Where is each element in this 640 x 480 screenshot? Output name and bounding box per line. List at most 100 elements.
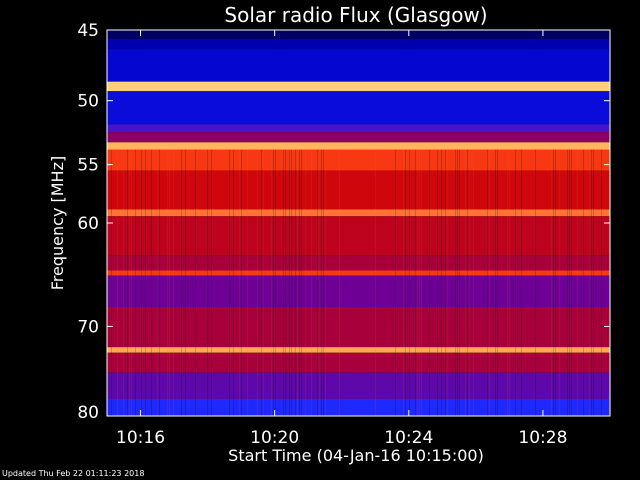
texture-stripe bbox=[521, 149, 522, 416]
texture-stripe bbox=[421, 149, 422, 416]
texture-stripe bbox=[185, 149, 186, 416]
texture-stripe bbox=[509, 149, 510, 416]
frequency-band bbox=[107, 372, 610, 400]
texture-stripe bbox=[325, 149, 326, 416]
texture-stripe bbox=[571, 149, 572, 416]
texture-stripe bbox=[467, 149, 468, 416]
frequency-band bbox=[107, 216, 610, 256]
texture-stripe bbox=[291, 149, 292, 416]
texture-stripe bbox=[569, 149, 570, 416]
texture-stripe bbox=[457, 149, 458, 416]
y-axis-label: Frequency [MHz] bbox=[48, 156, 67, 290]
texture-stripe bbox=[339, 149, 340, 416]
texture-stripe bbox=[207, 149, 208, 416]
texture-stripe bbox=[419, 149, 420, 416]
texture-stripe bbox=[583, 149, 584, 416]
texture-stripe bbox=[417, 149, 418, 416]
texture-stripe bbox=[131, 149, 132, 416]
texture-stripe bbox=[455, 149, 456, 416]
frequency-band bbox=[107, 209, 610, 217]
texture-stripe bbox=[301, 149, 302, 416]
y-tick-label: 60 bbox=[77, 214, 99, 234]
x-axis-label: Start Time (04-Jan-16 10:15:00) bbox=[228, 446, 484, 465]
texture-stripe bbox=[305, 149, 306, 416]
texture-stripe bbox=[297, 149, 298, 416]
texture-stripe bbox=[601, 149, 602, 416]
texture-stripe bbox=[289, 149, 290, 416]
frequency-band bbox=[107, 306, 610, 348]
plot-area bbox=[107, 30, 610, 416]
texture-stripe bbox=[489, 149, 490, 416]
frequency-band bbox=[107, 38, 610, 50]
texture-stripe bbox=[127, 149, 128, 416]
texture-stripe bbox=[553, 149, 554, 416]
frequency-band bbox=[107, 149, 610, 171]
texture-stripe bbox=[233, 149, 234, 416]
texture-stripe bbox=[135, 149, 136, 416]
texture-stripe bbox=[261, 149, 262, 416]
y-axis: 45 50 55 60 70 80 bbox=[77, 21, 610, 423]
texture-stripe bbox=[145, 149, 146, 416]
texture-stripe bbox=[295, 149, 296, 416]
texture-stripe bbox=[263, 149, 264, 416]
texture-stripe bbox=[317, 149, 318, 416]
texture-stripe bbox=[459, 149, 460, 416]
texture-stripe bbox=[123, 149, 124, 416]
x-tick-label: 10:28 bbox=[518, 428, 567, 448]
y-tick-label: 50 bbox=[77, 92, 99, 112]
texture-stripe bbox=[473, 149, 474, 416]
texture-stripe bbox=[429, 149, 430, 416]
texture-stripe bbox=[447, 149, 448, 416]
texture-stripe bbox=[395, 149, 396, 416]
frequency-band bbox=[107, 275, 610, 307]
texture-stripe bbox=[515, 149, 516, 416]
texture-stripe bbox=[157, 149, 158, 416]
texture-stripe bbox=[409, 149, 410, 416]
texture-stripe bbox=[299, 149, 300, 416]
texture-stripe bbox=[551, 149, 552, 416]
texture-stripe bbox=[271, 149, 272, 416]
y-tick-label: 45 bbox=[77, 21, 99, 41]
texture-stripe bbox=[469, 149, 470, 416]
frequency-band bbox=[107, 270, 610, 276]
texture-stripe bbox=[555, 149, 556, 416]
frequency-band bbox=[107, 91, 610, 125]
updated-timestamp: Updated Thu Feb 22 01:11:23 2018 bbox=[2, 469, 145, 478]
texture-stripe bbox=[111, 149, 112, 416]
frequency-band bbox=[107, 81, 610, 92]
texture-stripe bbox=[495, 149, 496, 416]
texture-stripe bbox=[211, 149, 212, 416]
texture-stripe bbox=[591, 149, 592, 416]
y-tick-label: 70 bbox=[77, 317, 99, 337]
texture-stripe bbox=[173, 149, 174, 416]
x-tick-label: 10:16 bbox=[116, 428, 165, 448]
frequency-band bbox=[107, 124, 610, 133]
frequency-band bbox=[107, 347, 610, 353]
x-tick-label: 10:20 bbox=[250, 428, 299, 448]
texture-stripe bbox=[403, 149, 404, 416]
texture-stripe bbox=[577, 149, 578, 416]
frequency-band bbox=[107, 49, 610, 82]
frequency-band bbox=[107, 30, 610, 39]
texture-stripe bbox=[375, 149, 376, 416]
texture-stripe bbox=[117, 149, 118, 416]
texture-stripe bbox=[437, 149, 438, 416]
texture-stripe bbox=[323, 149, 324, 416]
texture-stripe bbox=[593, 149, 594, 416]
frequency-band bbox=[107, 352, 610, 373]
frequency-band bbox=[107, 142, 610, 150]
texture-stripe bbox=[239, 149, 240, 416]
texture-stripe bbox=[441, 149, 442, 416]
texture-stripe bbox=[247, 149, 248, 416]
texture-stripe bbox=[195, 149, 196, 416]
texture-stripe bbox=[151, 149, 152, 416]
frequency-band bbox=[107, 132, 610, 143]
texture-stripe bbox=[159, 149, 160, 416]
y-tick-label: 55 bbox=[77, 156, 99, 176]
x-tick-label: 10:24 bbox=[384, 428, 433, 448]
texture-stripe bbox=[465, 149, 466, 416]
texture-stripe bbox=[567, 149, 568, 416]
frequency-band bbox=[107, 170, 610, 210]
texture-stripe bbox=[321, 149, 322, 416]
